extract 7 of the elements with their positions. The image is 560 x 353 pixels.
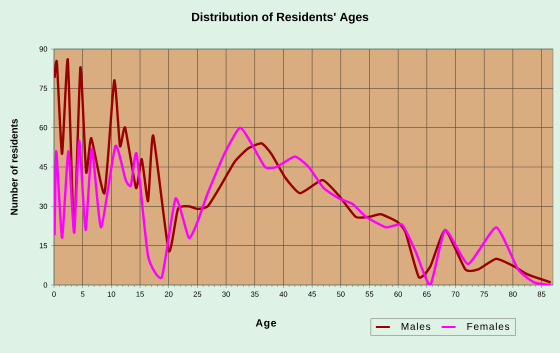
x-axis-title: Age	[256, 319, 276, 329]
legend-label: Males	[402, 322, 430, 330]
legend-label: Females	[467, 322, 510, 330]
y-axis-title: Number of residents	[10, 118, 18, 215]
line-series	[54, 126, 552, 285]
line-series	[54, 58, 552, 284]
chart-title: Distribution of Residents' Ages	[192, 12, 368, 24]
